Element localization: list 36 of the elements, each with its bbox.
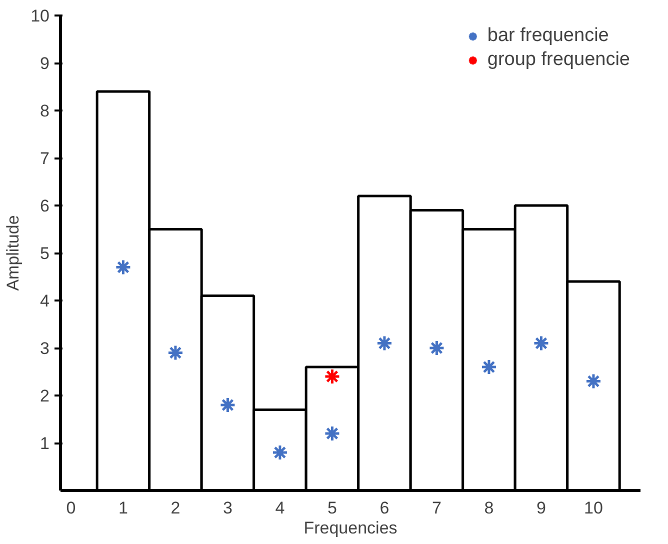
y-tick-label: 4 [40,292,50,310]
point [324,425,340,442]
y-tick-label: 6 [40,196,50,216]
point [480,358,498,376]
y-tick-label: 2 [40,386,50,406]
point [167,344,184,361]
x-tick-label: 1 [118,498,128,518]
x-tick-label: 8 [484,498,494,518]
y-tick-label: 9 [40,54,50,73]
point [114,259,132,276]
y-tick-label: 1 [40,434,50,453]
legend-label: group frequencie [487,49,630,71]
y-tick-label: 5 [40,244,50,263]
point [585,373,602,390]
x-tick-label: 10 [584,498,603,518]
x-axis-title: Frequencies [304,518,398,538]
point [532,335,550,352]
y-axis-title: Amplitude [4,215,23,291]
x-tick-label: 5 [327,498,337,518]
x-tick-label: 7 [432,498,442,518]
x-tick-label: 3 [222,498,232,518]
x-tick-label: 0 [66,498,76,518]
x-tick-label: 6 [380,498,390,518]
x-tick-label: 2 [170,498,180,518]
point [272,444,288,461]
x-tick-label: 9 [536,498,546,518]
legend-label: bar frequencie [487,25,609,47]
y-tick-label: 10 [30,6,50,26]
point [376,335,393,352]
point [219,396,236,414]
point [324,368,340,385]
point [428,340,445,356]
x-tick-label: 4 [275,498,285,518]
y-tick-label: 3 [40,339,50,358]
y-tick-label: 8 [40,102,50,120]
y-tick-label: 7 [40,149,50,168]
